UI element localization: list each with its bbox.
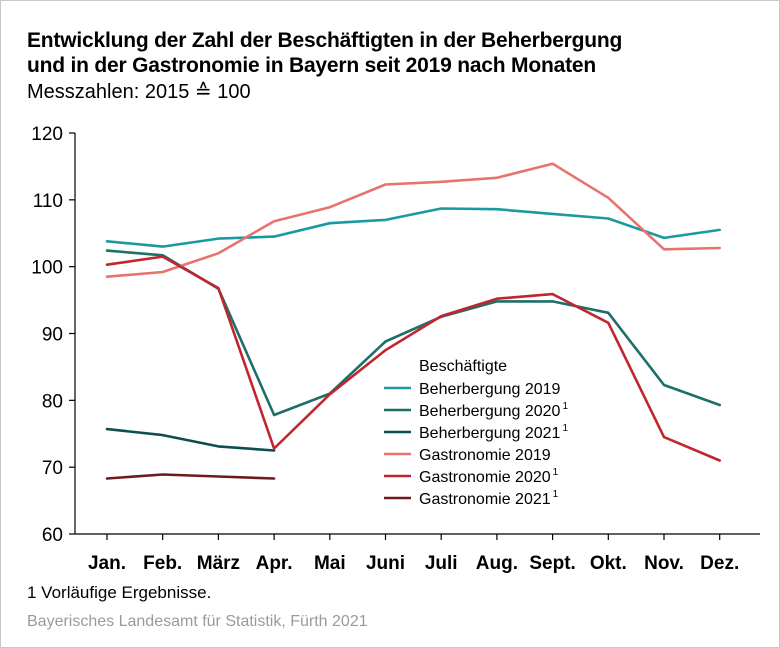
footnote: 1 Vorläufige Ergebnisse. xyxy=(27,583,212,602)
y-axis: 60 70 80 90 100 110 120 xyxy=(31,124,76,546)
title-line-2: und in der Gastronomie in Bayern seit 20… xyxy=(27,54,596,77)
series-lines xyxy=(105,162,722,480)
x-tick-label: Jan. xyxy=(88,553,126,574)
legend-label: Gastronomie 2019 xyxy=(419,447,551,464)
chart-title: Entwicklung der Zahl der Beschäftigten i… xyxy=(27,28,622,78)
x-tick-label: Juli xyxy=(425,553,458,574)
series-line-1 xyxy=(105,207,722,248)
series-line-4 xyxy=(105,162,722,279)
series-line-6 xyxy=(105,473,276,480)
legend-label: Beherbergung 2019 xyxy=(419,381,561,398)
series-line-5 xyxy=(105,255,722,462)
x-tick-label: Juni xyxy=(366,553,405,574)
x-tick-label: Feb. xyxy=(143,553,182,574)
x-tick-label: Sept. xyxy=(529,553,575,574)
x-tick-label: Okt. xyxy=(590,553,627,574)
y-tick-label: 80 xyxy=(42,391,63,412)
x-tick-label: Dez. xyxy=(700,553,739,574)
title-line-1: Entwicklung der Zahl der Beschäftigten i… xyxy=(27,29,623,52)
legend-label: Beherbergung 2020 1 xyxy=(419,401,568,420)
x-tick-label: Apr. xyxy=(256,553,293,574)
legend: Beschäftigte Beherbergung 2019 Beherbergun… xyxy=(384,358,568,508)
legend-label: Beherbergung 2021 1 xyxy=(419,423,568,442)
chart-subtitle: Messzahlen: 2015 ≙ 100 xyxy=(27,81,251,103)
x-tick-label: Nov. xyxy=(644,553,684,574)
y-tick-label: 110 xyxy=(33,191,63,212)
x-tick-label: Mai xyxy=(314,553,346,574)
x-axis: Jan. Feb. März Apr. Mai Juni Juli Aug. Sept. Okt.… xyxy=(75,533,760,574)
series-line-3 xyxy=(105,427,276,452)
y-tick-label: 120 xyxy=(31,124,63,145)
legend-title: Beschäftigte xyxy=(419,358,507,375)
x-tick-label: März xyxy=(197,553,240,574)
x-tick-label: Aug. xyxy=(476,553,518,574)
legend-label: Gastronomie 2021 1 xyxy=(419,489,559,508)
legend-label: Gastronomie 2020 1 xyxy=(419,467,559,486)
source-note: Bayerisches Landesamt für Statistik, Für… xyxy=(27,613,368,630)
y-tick-label: 100 xyxy=(31,258,63,279)
y-tick-label: 90 xyxy=(42,325,63,346)
y-tick-label: 60 xyxy=(42,525,63,546)
y-tick-label: 70 xyxy=(42,458,63,479)
